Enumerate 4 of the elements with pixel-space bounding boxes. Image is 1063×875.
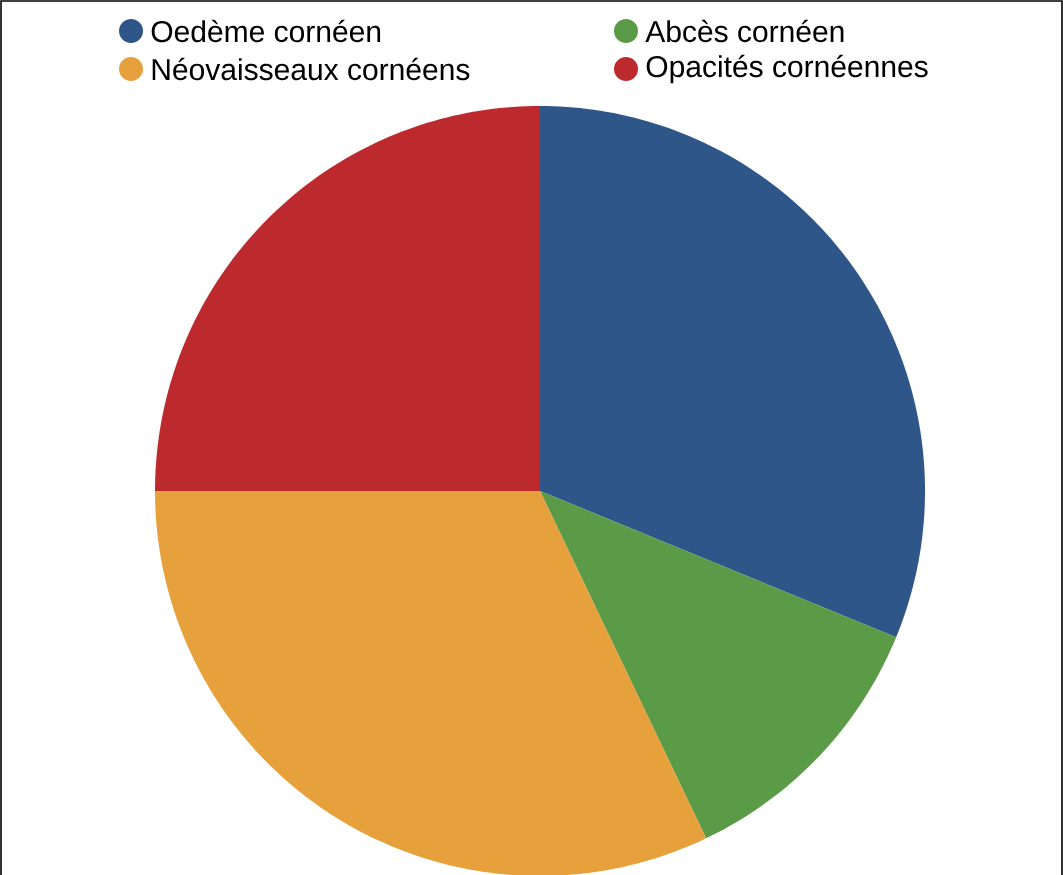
legend-label: Néovaisseaux cornéens bbox=[152, 57, 470, 81]
legend-label: Opacités cornéennes bbox=[646, 54, 928, 84]
legend-label: Abcès cornéen bbox=[645, 19, 844, 43]
legend-label: Oedème cornéen bbox=[151, 19, 381, 43]
